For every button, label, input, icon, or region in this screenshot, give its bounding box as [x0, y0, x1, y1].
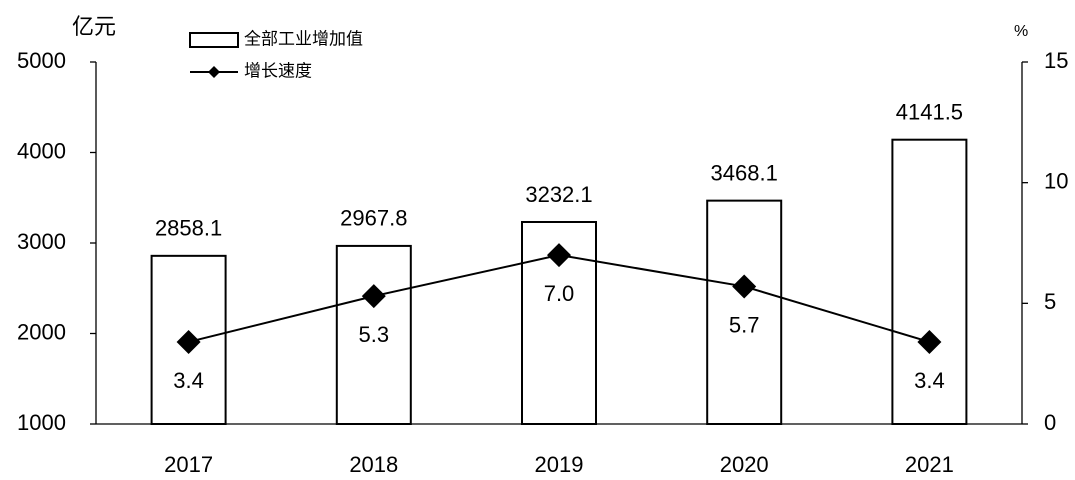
line-marker [917, 329, 942, 354]
y-tick-label: 1000 [17, 410, 66, 435]
y2-tick-label: 0 [1044, 410, 1056, 435]
y-tick-label: 2000 [17, 319, 66, 344]
line-marker [176, 329, 201, 354]
x-tick-label: 2017 [164, 452, 213, 477]
line-marker [361, 284, 386, 309]
line-marker [547, 243, 571, 268]
line-marker [732, 274, 757, 299]
line-value-label: 3.4 [173, 368, 204, 393]
line-value-label: 3.4 [914, 368, 945, 393]
y-tick-label: 5000 [17, 48, 66, 73]
x-tick-label: 2018 [349, 452, 398, 477]
y-tick-label: 3000 [17, 229, 66, 254]
legend-swatch [189, 32, 239, 48]
legend-marker [208, 66, 220, 78]
line-value-label: 5.3 [359, 322, 390, 347]
bar [335, 244, 412, 425]
y2-tick-label: 10 [1044, 168, 1068, 193]
line-value-label: 5.7 [729, 312, 760, 337]
y-axis-label: 亿元 [72, 14, 116, 39]
bar-value-label: 2858.1 [155, 216, 222, 241]
bar [891, 138, 968, 425]
y2-axis-label: % [1014, 23, 1028, 40]
y2-tick-label: 5 [1044, 289, 1056, 314]
legend-label: 全部工业增加值 [244, 29, 363, 48]
x-tick-label: 2020 [720, 452, 769, 477]
line-value-label: 7.0 [544, 281, 575, 306]
y2-tick-label: 15 [1044, 48, 1068, 73]
bar-value-label: 3468.1 [711, 160, 778, 185]
bar-value-label: 2967.8 [340, 206, 407, 231]
bar [706, 199, 783, 425]
y-tick-label: 4000 [17, 138, 66, 163]
bar-value-label: 4141.5 [896, 100, 963, 125]
x-tick-label: 2021 [905, 452, 954, 477]
x-tick-label: 2019 [535, 452, 584, 477]
bar-value-label: 3232.1 [525, 182, 592, 207]
legend-label: 增长速度 [244, 61, 312, 80]
